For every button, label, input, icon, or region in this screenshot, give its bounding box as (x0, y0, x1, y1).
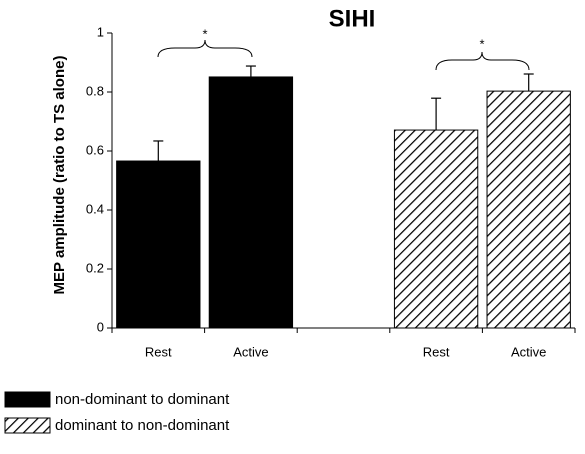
significance-bracket (435, 51, 530, 71)
annotation: * (202, 26, 207, 41)
error-bar (153, 140, 164, 162)
bar (486, 90, 571, 329)
x-tick-label: Rest (145, 344, 172, 359)
error-bar (245, 65, 256, 77)
bar (116, 160, 201, 329)
y-tick-label: 0.2 (86, 260, 104, 275)
x-tick-label: Active (233, 344, 268, 359)
error-bar (431, 97, 442, 131)
chart-title: SIHI (329, 5, 376, 32)
legend-label: non-dominant to dominant (55, 391, 230, 408)
legend-swatch (4, 391, 51, 408)
x-tick-label: Active (511, 344, 546, 359)
y-tick-label: 0.6 (86, 142, 104, 157)
legend-label: dominant to non-dominant (55, 417, 230, 434)
bar (208, 76, 294, 329)
y-tick-label: 1 (97, 24, 104, 39)
y-tick-label: 0.8 (86, 83, 104, 98)
y-tick-label: 0.4 (86, 201, 104, 216)
legend-swatch (4, 417, 51, 434)
bar (393, 129, 479, 329)
y-tick-label: 0 (97, 319, 104, 334)
significance-bracket (157, 39, 253, 58)
annotation: * (479, 36, 484, 51)
error-bar (523, 73, 534, 92)
y-axis-label: MEP amplitude (ratio to TS alone) (51, 56, 68, 295)
x-tick-label: Rest (423, 344, 450, 359)
